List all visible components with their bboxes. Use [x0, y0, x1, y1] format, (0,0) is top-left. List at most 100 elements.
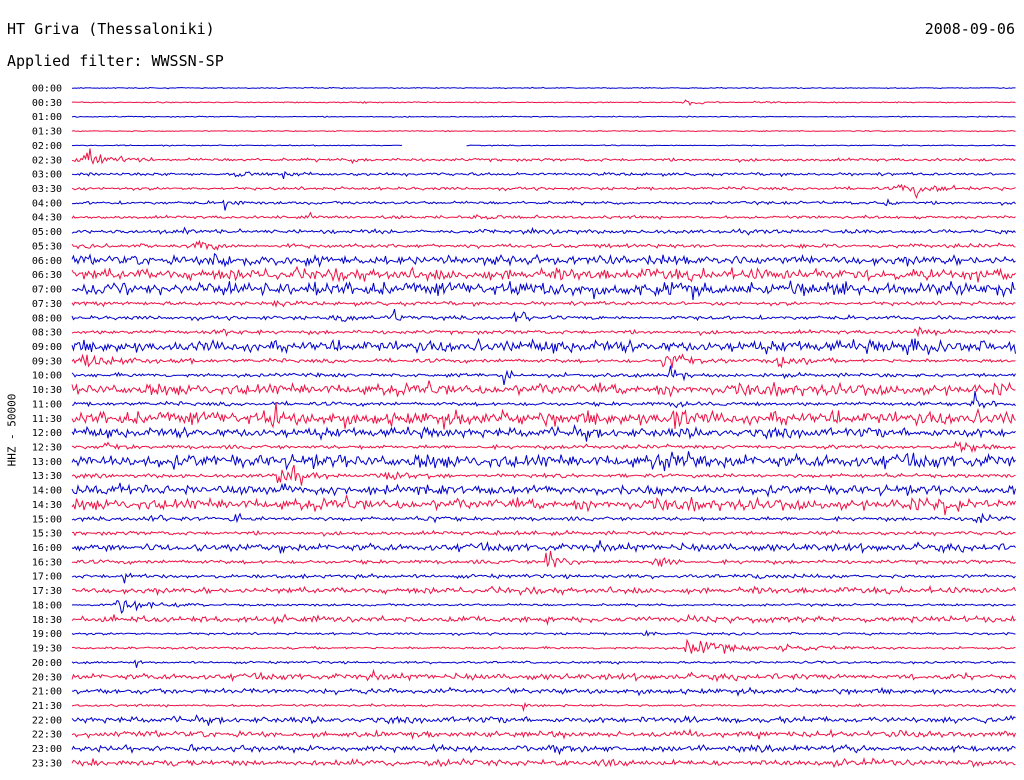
time-tick-label: 18:00	[32, 600, 62, 611]
seismic-trace	[71, 99, 1016, 106]
seismic-trace	[71, 402, 1016, 430]
seismic-trace	[71, 585, 1016, 597]
date-label: 2008-09-06	[924, 20, 1015, 38]
seismic-trace	[71, 183, 1016, 200]
seismic-trace	[71, 629, 1016, 637]
seismic-trace	[71, 743, 1016, 756]
time-tick-label: 09:30	[32, 356, 62, 367]
seismic-trace	[71, 529, 1016, 538]
time-tick-label: 22:00	[32, 715, 62, 726]
time-tick-label: 12:30	[32, 443, 62, 454]
seismic-trace	[71, 308, 1016, 323]
time-tick-label: 05:00	[32, 227, 62, 238]
seismic-trace	[71, 198, 1016, 211]
time-tick-label: 20:00	[32, 658, 62, 669]
seismic-trace	[71, 540, 1016, 555]
time-tick-label: 03:30	[32, 184, 62, 195]
time-tick-label: 04:00	[32, 198, 62, 209]
seismic-trace	[71, 495, 1016, 516]
seismic-trace	[71, 599, 1016, 615]
seismic-trace	[71, 638, 1016, 654]
time-tick-label: 01:30	[32, 127, 62, 138]
time-tick-label: 22:30	[32, 730, 62, 741]
time-tick-label: 19:30	[32, 644, 62, 655]
seismic-trace	[71, 391, 1016, 409]
time-tick-label: 06:00	[32, 256, 62, 267]
seismic-trace	[71, 714, 1016, 726]
seismic-trace	[71, 512, 1016, 524]
time-tick-label: 08:30	[32, 328, 62, 339]
seismic-trace	[71, 686, 1016, 697]
time-tick-label: 10:00	[32, 371, 62, 382]
seismic-traces	[71, 86, 1016, 769]
time-tick-label: 20:30	[32, 672, 62, 683]
seismic-trace	[71, 280, 1016, 300]
seismic-trace	[71, 326, 1016, 338]
seismic-trace	[71, 440, 1016, 454]
time-tick-label: 11:00	[32, 399, 62, 410]
time-tick-label: 05:30	[32, 241, 62, 252]
seismic-trace	[71, 572, 1016, 584]
seismic-trace	[71, 380, 1016, 398]
time-tick-label: 18:30	[32, 615, 62, 626]
time-tick-label: 07:30	[32, 299, 62, 310]
seismic-trace	[71, 659, 1016, 668]
seismic-trace	[71, 464, 1016, 486]
seismic-trace	[71, 299, 1016, 308]
time-tick-label: 08:00	[32, 313, 62, 324]
time-tick-label: 00:00	[32, 84, 62, 95]
time-tick-labels: 00:00 00:30 01:00 01:30 02:00 02:30 03:00 03:30…	[32, 84, 62, 770]
station-title: HT Griva (Thessaloniki)	[7, 20, 215, 38]
time-tick-label: 14:00	[32, 486, 62, 497]
seismic-trace	[71, 353, 1016, 369]
time-tick-label: 02:30	[32, 155, 62, 166]
seismic-trace	[71, 756, 1016, 769]
time-tick-label: 17:30	[32, 586, 62, 597]
seismic-trace	[71, 668, 1016, 683]
seismic-trace	[71, 550, 1016, 568]
time-tick-label: 21:30	[32, 701, 62, 712]
time-tick-label: 16:30	[32, 557, 62, 568]
seismic-trace	[71, 424, 1016, 442]
time-tick-label: 13:00	[32, 457, 62, 468]
seismic-trace	[71, 239, 1016, 251]
time-tick-label: 23:00	[32, 744, 62, 755]
seismic-trace	[71, 365, 1016, 385]
seismic-trace	[71, 451, 1016, 472]
time-tick-label: 12:00	[32, 428, 62, 439]
time-tick-label: 09:00	[32, 342, 62, 353]
time-tick-label: 07:00	[32, 285, 62, 296]
seismic-trace	[71, 613, 1016, 626]
time-tick-label: 21:00	[32, 687, 62, 698]
seismic-trace	[71, 226, 1016, 236]
time-tick-label: 17:00	[32, 572, 62, 583]
time-tick-label: 10:30	[32, 385, 62, 396]
seismic-trace	[71, 211, 1016, 221]
seismic-trace	[71, 170, 1016, 180]
time-tick-label: 02:00	[32, 141, 62, 152]
seismic-trace	[71, 482, 1016, 498]
time-tick-label: 15:00	[32, 514, 62, 525]
seismic-trace	[71, 129, 1016, 133]
seismic-trace	[71, 702, 1016, 713]
time-tick-label: 01:00	[32, 112, 62, 123]
seismic-trace	[71, 728, 1016, 740]
seismic-trace	[71, 265, 1016, 283]
time-tick-label: 15:30	[32, 529, 62, 540]
seismic-trace	[71, 115, 1016, 119]
time-tick-label: 16:00	[32, 543, 62, 554]
seismic-trace	[71, 148, 1016, 166]
time-tick-label: 03:00	[32, 170, 62, 181]
filter-label: Applied filter: WWSSN-SP	[7, 52, 224, 70]
seismic-trace	[71, 252, 1016, 268]
time-tick-label: 11:30	[32, 414, 62, 425]
time-tick-label: 19:00	[32, 629, 62, 640]
seismic-trace	[71, 337, 1016, 356]
time-tick-label: 04:30	[32, 213, 62, 224]
time-tick-label: 13:30	[32, 471, 62, 482]
seismic-trace	[72, 86, 1016, 90]
time-tick-label: 06:30	[32, 270, 62, 281]
seismic-trace	[71, 144, 1016, 147]
time-tick-label: 00:30	[32, 98, 62, 109]
